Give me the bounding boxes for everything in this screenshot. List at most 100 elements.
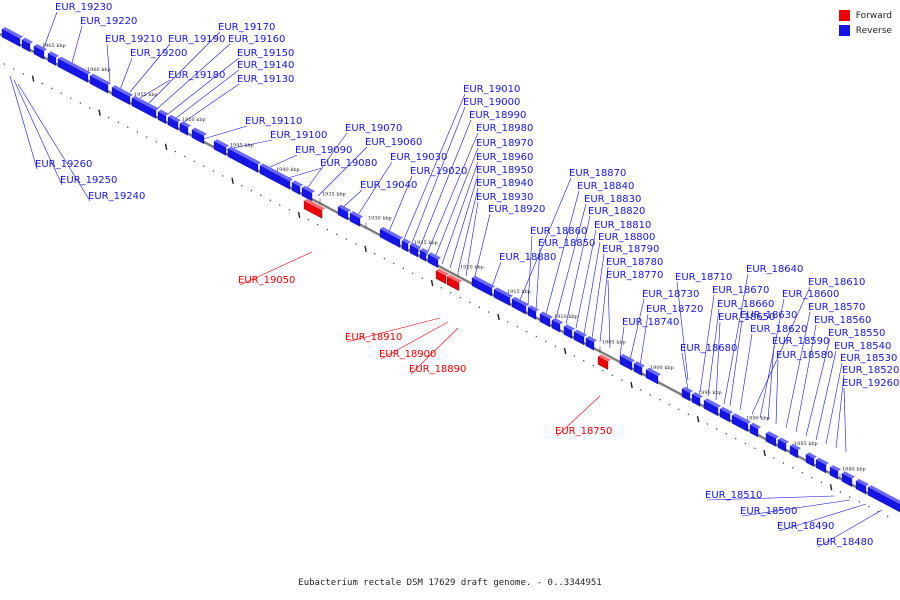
gene-EUR_19050 (303, 200, 323, 219)
track-dot (250, 189, 253, 192)
gene-EUR_18980 (427, 254, 439, 268)
track-dot (868, 505, 870, 508)
gene-EUR_18800-top (704, 398, 721, 408)
gene-EUR_18670-top (830, 465, 841, 472)
leader-line (410, 327, 459, 375)
gene-label: EUR_18520 (842, 365, 899, 376)
track-dot (136, 131, 139, 133)
track-dot (31, 75, 35, 82)
gene-label: EUR_19080 (320, 158, 377, 169)
leader-line (715, 321, 721, 401)
leader-line (409, 106, 466, 249)
leader-line (591, 253, 605, 339)
gene-label: EUR_18880 (499, 252, 556, 263)
gene-EUR_18990 (419, 249, 427, 262)
gene-EUR_19090 (227, 148, 259, 173)
tick-label: 1955 kbp (134, 92, 158, 98)
leader-line (465, 201, 479, 277)
gene-label: EUR_19210 (105, 34, 162, 45)
inner-track-dots (3, 63, 889, 518)
track-dot (858, 500, 861, 503)
tick-label: 1935 kbp (322, 191, 346, 197)
gene-label: EUR_18630 (740, 310, 797, 321)
gene-label: EUR_18530 (840, 353, 897, 364)
gene-EUR_18780-top (732, 413, 751, 424)
tick-label: 1940 kbp (276, 167, 300, 173)
tick-label: 1880 kbp (842, 466, 866, 472)
leader-line (759, 298, 785, 419)
track-dot (469, 301, 471, 304)
gene-EUR_19040 (337, 206, 349, 221)
gene-EUR_18840-top (634, 361, 645, 368)
track-dot (839, 491, 842, 493)
gene-label: EUR_18970 (476, 138, 533, 149)
track-dot (212, 170, 215, 172)
gene-label: EUR_18670 (712, 285, 769, 296)
gene-label: EUR_18660 (717, 299, 774, 310)
track-dot (393, 262, 395, 265)
leader-line (417, 119, 472, 253)
gene-label: EUR_18870 (569, 168, 626, 179)
gene-EUR_18660-top (842, 471, 855, 479)
gene-label: EUR_18770 (606, 270, 663, 281)
leader-line (599, 266, 609, 343)
gene-EUR_18790-top (720, 406, 733, 415)
track-dot (735, 437, 737, 440)
gene-label: EUR_18860 (530, 226, 587, 237)
track-dot (430, 279, 434, 287)
gene-label: EUR_19260 (35, 159, 92, 170)
gene-EUR_19030 (349, 212, 361, 227)
track-dot (402, 267, 405, 270)
leader-line (729, 319, 743, 407)
leader-line (401, 93, 466, 245)
leader-line (815, 350, 837, 441)
gene-EUR_19090-top (228, 146, 261, 165)
gene-label: EUR_18590 (772, 336, 829, 347)
leader-line (795, 324, 817, 433)
leader-line (449, 174, 479, 269)
forward-swatch-icon (838, 10, 850, 21)
reverse-swatch-icon (838, 25, 850, 36)
gene-EUR_18930-top (540, 311, 553, 319)
track-dot (526, 330, 528, 333)
leader-line (267, 154, 298, 169)
tick-label: 1920 kbp (460, 264, 484, 270)
gene-label: EUR_18800 (598, 232, 655, 243)
gene-label: EUR_18980 (476, 123, 533, 134)
gene-EUR_18820-top (682, 386, 693, 394)
gene-EUR_19210-top (34, 43, 47, 52)
leader-line (681, 352, 689, 391)
track-dot (241, 184, 243, 187)
track-dot (811, 476, 813, 479)
gene-label: EUR_18480 (816, 537, 873, 548)
gene-EUR_19230 (1, 28, 21, 47)
track-dot (89, 107, 91, 109)
gene-EUR_18850-top (620, 353, 635, 363)
leader-line (305, 132, 348, 191)
gene-EUR_18940 (527, 307, 537, 320)
track-dot (108, 116, 110, 119)
gene-label: EUR_18790 (602, 244, 659, 255)
track-dot (545, 340, 547, 343)
leader-line (157, 43, 231, 109)
leader-line (13, 79, 63, 186)
gene-EUR_19030-top (350, 211, 363, 219)
gene-EUR_18750-top (598, 354, 611, 362)
gene-EUR_19170-top (112, 85, 133, 97)
gene-EUR_18920-top (552, 318, 563, 325)
gene-EUR_19080-top (260, 163, 293, 182)
gene-EUR_19010-top (402, 238, 411, 244)
legend-forward-label: Forward (855, 10, 892, 21)
leader-line (707, 308, 720, 397)
leader-line (441, 161, 479, 265)
gene-EUR_18720 (789, 445, 799, 459)
track-dot (231, 177, 234, 184)
track-dot (79, 102, 82, 104)
gene-label: EUR_18910 (345, 332, 402, 343)
track-dot (60, 92, 63, 95)
gene-label: EUR_18680 (680, 343, 737, 354)
gene-label: EUR_18570 (808, 302, 865, 313)
axis-ticks: 1965 kbp 1960 kbp 1955 kbp 1950 kbp 1945 kbp… (39, 43, 866, 480)
gene-EUR_19180-top (90, 73, 111, 86)
